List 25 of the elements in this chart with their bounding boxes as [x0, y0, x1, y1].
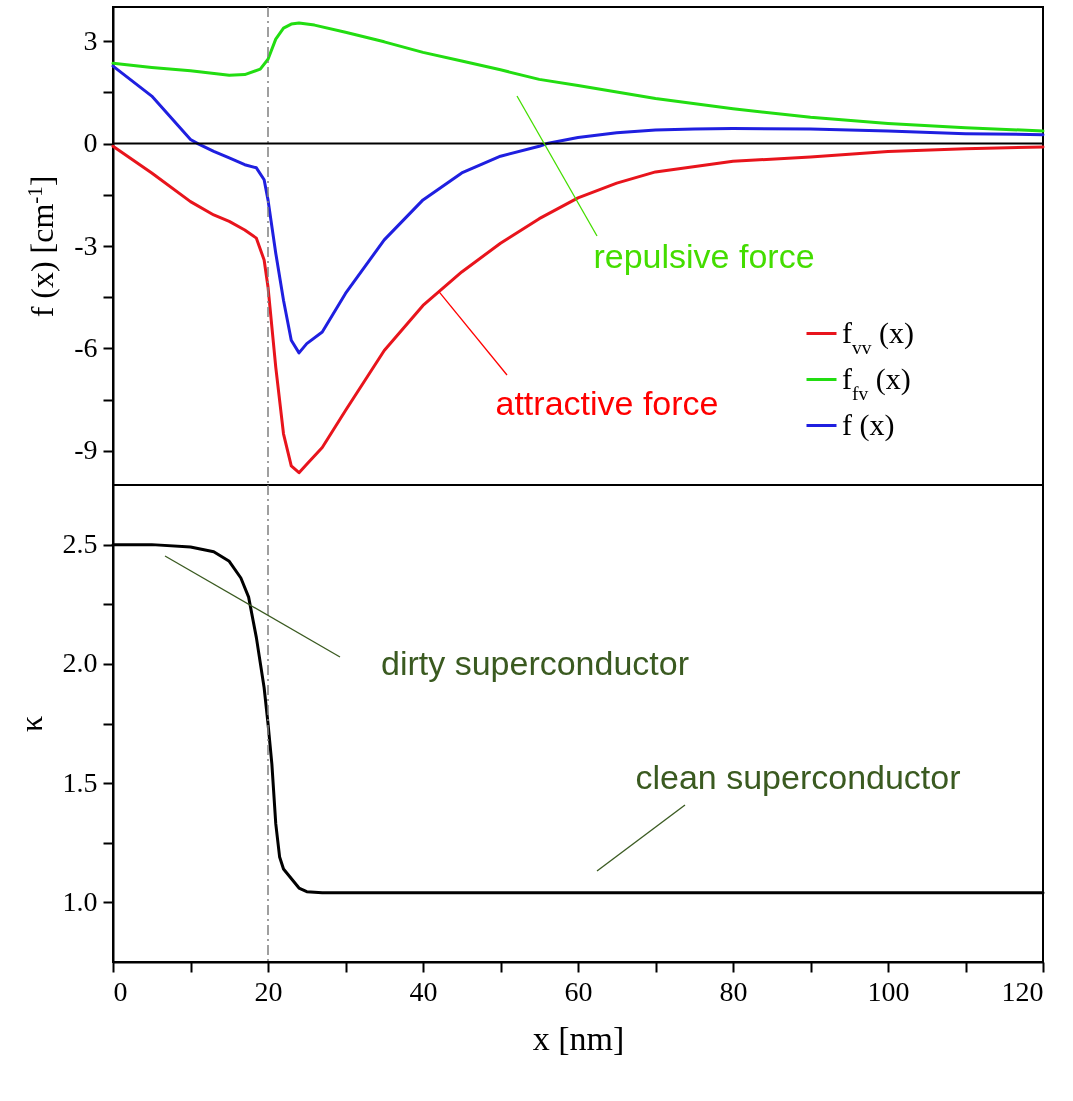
y-tick-label: 1.5	[62, 766, 98, 798]
y-tick-label: 0	[83, 127, 98, 159]
y-axis-title: κ	[12, 715, 49, 733]
y-tick-label: -6	[74, 331, 98, 363]
x-tick-label: 60	[564, 975, 593, 1007]
y-tick-label: 3	[83, 24, 98, 56]
y-tick-label: 2.5	[62, 528, 98, 560]
x-tick-label: 40	[409, 975, 438, 1007]
x-axis-title: x [nm]	[532, 1019, 625, 1057]
x-tick-label: 100	[867, 975, 910, 1007]
x-tick-label: 80	[719, 975, 748, 1007]
x-tick-label: 120	[1001, 975, 1044, 1007]
annotation: clean superconductor	[635, 758, 961, 796]
legend-label: f$_{fv}$ (x)	[842, 361, 911, 403]
y-tick-label: 2.0	[62, 647, 98, 679]
legend-label: f$_{vv}$ (x)	[842, 315, 914, 357]
x-tick-label: 0	[113, 975, 128, 1007]
annotation: repulsive force	[593, 237, 815, 275]
legend-label: f (x)	[842, 407, 895, 442]
y-tick-label: 1.0	[62, 885, 98, 917]
x-tick-label: 20	[254, 975, 283, 1007]
annotation: dirty superconductor	[380, 644, 690, 682]
annotation: attractive force	[495, 384, 719, 422]
y-tick-label: -3	[74, 229, 98, 261]
y-tick-label: -9	[74, 434, 98, 466]
